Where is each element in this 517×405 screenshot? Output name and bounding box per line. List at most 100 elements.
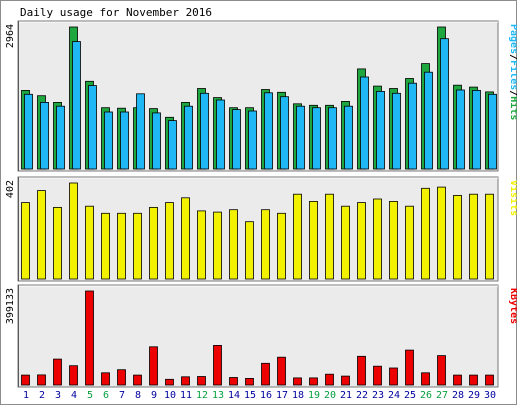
visits-bar-day-17	[277, 212, 286, 280]
visits-panel: 402 Visits	[5, 176, 517, 282]
kbytes-bar-day-2	[37, 374, 46, 386]
visits-bar-day-9	[149, 206, 158, 280]
legend-hits: Hits	[508, 96, 517, 120]
visits-bar-day-4	[69, 182, 78, 280]
visits-bar-day-30	[485, 193, 494, 280]
day-label-30: 30	[484, 390, 496, 401]
visits-bar-day-2	[37, 190, 46, 280]
kbytes-bar-day-29	[469, 374, 478, 386]
files-bar-day-15	[248, 110, 257, 170]
visits-legend: Visits	[508, 180, 517, 216]
day-label-13: 13	[212, 390, 224, 401]
day-label-6: 6	[103, 390, 109, 401]
legend-separator: /	[508, 54, 517, 60]
files-bar-day-19	[312, 107, 321, 170]
day-label-8: 8	[135, 390, 141, 401]
files-bar-day-29	[472, 90, 481, 170]
files-bar-day-4	[72, 41, 81, 170]
files-bar-day-20	[328, 107, 337, 170]
files-bar-day-14	[232, 109, 241, 170]
visits-bar-day-10	[165, 202, 174, 280]
visits-bar-day-13	[213, 211, 222, 280]
files-bar-day-11	[184, 105, 193, 170]
visits-bar-day-29	[469, 193, 478, 280]
visits-bar-day-24	[389, 200, 398, 280]
visits-bar-day-19	[309, 200, 318, 280]
visits-bar-day-22	[357, 202, 366, 280]
visits-bar-day-8	[133, 212, 142, 280]
visits-bar-day-7	[117, 212, 126, 280]
files-bar-day-16	[264, 92, 273, 170]
files-bar-day-5	[88, 85, 97, 170]
visits-bar-day-20	[325, 193, 334, 280]
files-bar-day-21	[344, 105, 353, 170]
day-label-20: 20	[324, 390, 336, 401]
files-bar-day-28	[456, 89, 465, 170]
day-label-7: 7	[119, 390, 125, 401]
files-bar-day-22	[360, 76, 369, 170]
kbytes-bar-day-6	[101, 372, 110, 386]
files-bar-day-7	[120, 111, 129, 170]
kbytes-bars	[21, 290, 494, 386]
kbytes-bar-day-19	[309, 377, 318, 386]
kbytes-bar-day-27	[437, 355, 446, 386]
day-label-12: 12	[196, 390, 208, 401]
visits-bars	[21, 182, 494, 280]
files-bar-day-17	[280, 96, 289, 170]
files-bar-day-23	[376, 91, 385, 170]
files-bar-day-24	[392, 92, 401, 170]
day-label-25: 25	[404, 390, 416, 401]
visits-bar-day-12	[197, 210, 206, 280]
day-label-18: 18	[292, 390, 304, 401]
visits-bar-day-6	[101, 212, 110, 280]
day-label-22: 22	[356, 390, 368, 401]
files-bar-day-18	[296, 105, 305, 170]
visits-bar-day-5	[85, 205, 94, 280]
files-bar-day-25	[408, 82, 417, 170]
legend-pages: Pages	[508, 24, 517, 54]
hits-files-pages-legend: Pages/Files/Hits	[508, 24, 517, 120]
files-bar-day-13	[216, 99, 225, 170]
day-label-17: 17	[276, 390, 288, 401]
kbytes-bar-day-4	[69, 365, 78, 386]
day-label-15: 15	[244, 390, 256, 401]
day-label-16: 16	[260, 390, 272, 401]
hits-files-pages-ymax-label: 2964	[5, 24, 16, 48]
kbytes-bar-day-28	[453, 374, 462, 386]
kbytes-plot-area	[17, 284, 499, 388]
day-label-23: 23	[372, 390, 384, 401]
kbytes-bar-day-30	[485, 374, 494, 386]
visits-bar-day-26	[421, 187, 430, 280]
kbytes-bar-day-14	[229, 377, 238, 386]
chart-title: Daily usage for November 2016	[20, 6, 212, 19]
day-label-28: 28	[452, 390, 464, 401]
kbytes-bar-day-3	[53, 358, 62, 386]
kbytes-bar-day-23	[373, 365, 382, 386]
hits-files-pages-plot-area	[17, 20, 499, 172]
visits-bar-day-27	[437, 186, 446, 280]
kbytes-bar-day-12	[197, 376, 206, 386]
day-label-2: 2	[39, 390, 45, 401]
kbytes-bar-day-17	[277, 356, 286, 386]
kbytes-bar-day-5	[85, 290, 94, 386]
visits-bar-day-21	[341, 205, 350, 280]
day-label-14: 14	[228, 390, 240, 401]
kbytes-bar-day-15	[245, 377, 254, 386]
day-label-19: 19	[308, 390, 320, 401]
visits-bar-day-14	[229, 209, 238, 280]
kbytes-bar-day-1	[21, 374, 30, 386]
day-label-1: 1	[23, 390, 29, 401]
kbytes-bar-day-24	[389, 367, 398, 386]
visits-bar-day-25	[405, 205, 414, 280]
day-label-29: 29	[468, 390, 480, 401]
visits-bar-day-16	[261, 209, 270, 280]
kbytes-bar-day-25	[405, 349, 414, 386]
files-bar-day-2	[40, 102, 49, 170]
files-bar-day-27	[440, 38, 449, 170]
kbytes-bar-day-13	[213, 344, 222, 386]
visits-bar-day-3	[53, 206, 62, 280]
kbytes-bar-day-8	[133, 374, 142, 386]
day-label-27: 27	[436, 390, 448, 401]
